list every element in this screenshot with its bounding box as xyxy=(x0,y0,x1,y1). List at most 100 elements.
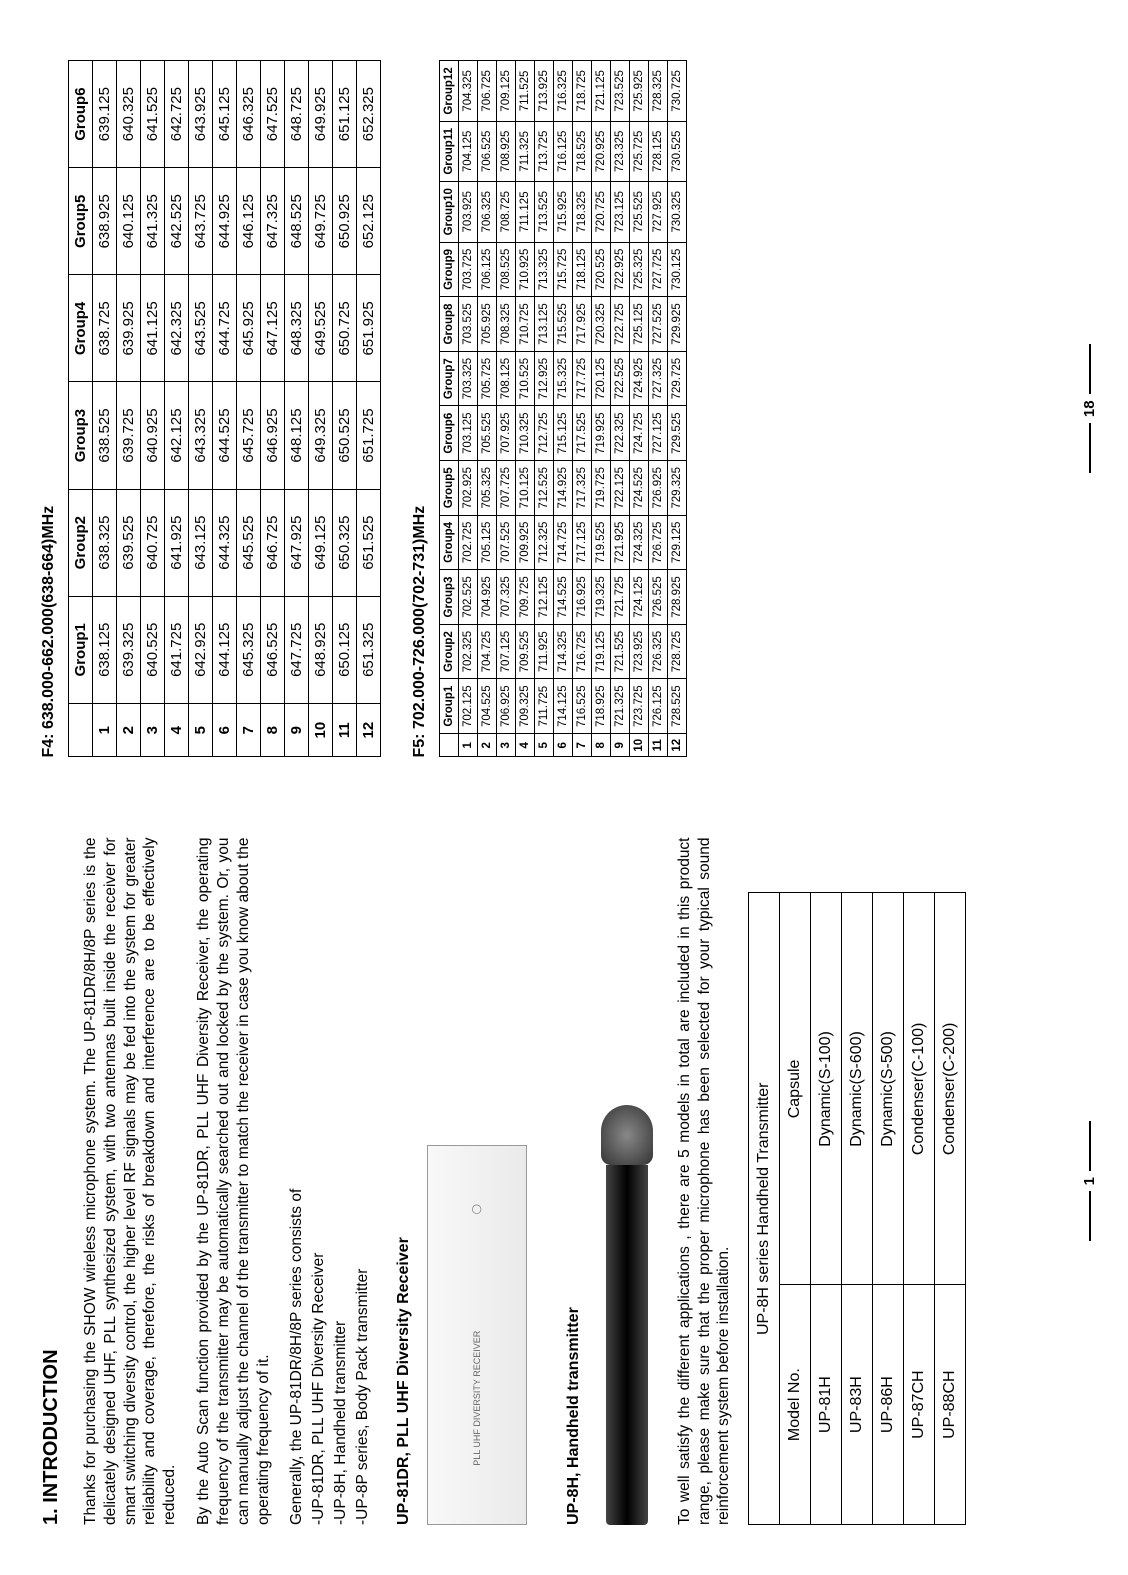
freq-cell: 713.525 xyxy=(535,181,554,242)
freq-cell: 638.725 xyxy=(93,275,117,382)
freq-row-num: 11 xyxy=(649,733,668,757)
table-row: 11650.125650.325650.525650.725650.925651… xyxy=(333,61,357,758)
mic-body-icon xyxy=(606,1165,648,1525)
freq-cell: 645.125 xyxy=(213,61,237,168)
freq-cell: 729.325 xyxy=(668,461,687,516)
intro-para-1: Thanks for purchasing the SHOW wireless … xyxy=(81,838,180,1526)
f5-title: F5: 702.000-726.000(702-731)MHz xyxy=(411,60,429,758)
table-row: 4641.725641.925642.125642.325642.525642.… xyxy=(165,61,189,758)
freq-cell: 647.525 xyxy=(261,61,285,168)
freq-cell: 707.525 xyxy=(497,515,516,570)
freq-group-header: Group12 xyxy=(440,61,459,122)
table-row: UP-88CHCondenser(C-200) xyxy=(935,893,966,1525)
freq-cell: 645.725 xyxy=(237,382,261,489)
freq-cell: 640.925 xyxy=(141,382,165,489)
freq-cell: 639.325 xyxy=(117,596,141,703)
freq-row-num: 5 xyxy=(535,733,554,757)
freq-group-header: Group7 xyxy=(440,351,459,406)
freq-cell: 649.925 xyxy=(309,61,333,168)
freq-cell: 714.325 xyxy=(554,624,573,679)
freq-cell: 720.525 xyxy=(592,242,611,297)
freq-cell: 719.525 xyxy=(592,515,611,570)
freq-cell: 729.925 xyxy=(668,297,687,352)
freq-cell: 648.125 xyxy=(285,382,309,489)
freq-cell: 650.725 xyxy=(333,275,357,382)
freq-cell: 643.725 xyxy=(189,168,213,275)
freq-cell: 730.525 xyxy=(668,121,687,181)
table-row: 12728.525728.725728.925729.125729.325729… xyxy=(668,61,687,758)
freq-cell: 641.725 xyxy=(165,596,189,703)
freq-cell: 722.525 xyxy=(611,351,630,406)
freq-row-num: 7 xyxy=(237,703,261,757)
freq-row-num: 3 xyxy=(497,733,516,757)
freq-cell: 647.925 xyxy=(285,489,309,596)
models-table: UP-8H series Handheld Transmitter Model … xyxy=(748,893,966,1526)
table-row: 8646.525646.725646.925647.125647.325647.… xyxy=(261,61,285,758)
freq-cell: 709.925 xyxy=(516,515,535,570)
freq-cell: 651.525 xyxy=(357,489,381,596)
table-row: 12651.325651.525651.725651.925652.125652… xyxy=(357,61,381,758)
freq-cell: 724.725 xyxy=(630,406,649,461)
freq-cell: 724.125 xyxy=(630,570,649,625)
freq-row-num: 2 xyxy=(117,703,141,757)
freq-cell: 727.325 xyxy=(649,351,668,406)
freq-group-header: Group4 xyxy=(440,515,459,570)
freq-group-header: Group6 xyxy=(440,406,459,461)
table-row: 4709.325709.525709.725709.925710.125710.… xyxy=(516,61,535,758)
freq-cell: 718.725 xyxy=(573,61,592,122)
freq-cell: 710.925 xyxy=(516,242,535,297)
freq-cell: 640.525 xyxy=(141,596,165,703)
freq-cell: 638.125 xyxy=(93,596,117,703)
table-row: 7645.325645.525645.725645.925646.125646.… xyxy=(237,61,261,758)
freq-cell: 716.925 xyxy=(573,570,592,625)
freq-cell: 649.125 xyxy=(309,489,333,596)
freq-cell: 728.325 xyxy=(649,61,668,122)
table-row: 1638.125638.325638.525638.725638.925639.… xyxy=(93,61,117,758)
freq-cell: 640.125 xyxy=(117,168,141,275)
freq-cell: 730.325 xyxy=(668,181,687,242)
freq-row-num: 5 xyxy=(189,703,213,757)
freq-cell: 712.325 xyxy=(535,515,554,570)
series-item-1: -UP-81DR, PLL UHF Diversity Receiver xyxy=(309,838,329,1526)
freq-cell: 720.125 xyxy=(592,351,611,406)
freq-cell: 704.925 xyxy=(478,570,497,625)
freq-cell: 642.725 xyxy=(165,61,189,168)
freq-cell: 721.125 xyxy=(592,61,611,122)
mic-image xyxy=(597,1045,657,1525)
freq-cell: 640.725 xyxy=(141,489,165,596)
freq-cell: 649.325 xyxy=(309,382,333,489)
freq-cell: 645.925 xyxy=(237,275,261,382)
freq-cell: 721.525 xyxy=(611,624,630,679)
freq-cell: 717.125 xyxy=(573,515,592,570)
freq-cell: 650.325 xyxy=(333,489,357,596)
table-row: 11726.125726.325726.525726.725726.925727… xyxy=(649,61,668,758)
table-row: 5711.725711.925712.125712.325712.525712.… xyxy=(535,61,554,758)
freq-group-header: Group1 xyxy=(69,596,93,703)
freq-cell: 705.725 xyxy=(478,351,497,406)
freq-cell: 651.725 xyxy=(357,382,381,489)
freq-cell: 726.325 xyxy=(649,624,668,679)
freq-cell: 722.125 xyxy=(611,461,630,516)
freq-group-header: Group11 xyxy=(440,121,459,181)
freq-cell: 719.725 xyxy=(592,461,611,516)
freq-cell: 711.525 xyxy=(516,61,535,122)
freq-cell: 706.925 xyxy=(497,679,516,734)
freq-cell: 706.325 xyxy=(478,181,497,242)
freq-cell: 652.125 xyxy=(357,168,381,275)
freq-cell: 644.125 xyxy=(213,596,237,703)
freq-cell: 714.725 xyxy=(554,515,573,570)
freq-cell: 703.925 xyxy=(459,181,478,242)
freq-cell: 638.325 xyxy=(93,489,117,596)
freq-cell: 643.325 xyxy=(189,382,213,489)
freq-cell: 715.325 xyxy=(554,351,573,406)
freq-cell: 718.125 xyxy=(573,242,592,297)
freq-cell: 728.925 xyxy=(668,570,687,625)
freq-cell: 711.125 xyxy=(516,181,535,242)
f5-table: Group1Group2Group3Group4Group5Group6Grou… xyxy=(439,60,687,758)
freq-cell: 719.325 xyxy=(592,570,611,625)
freq-row-num: 6 xyxy=(213,703,237,757)
freq-cell: 713.125 xyxy=(535,297,554,352)
freq-cell: 649.525 xyxy=(309,275,333,382)
freq-cell: 712.125 xyxy=(535,570,554,625)
freq-cell: 704.725 xyxy=(478,624,497,679)
